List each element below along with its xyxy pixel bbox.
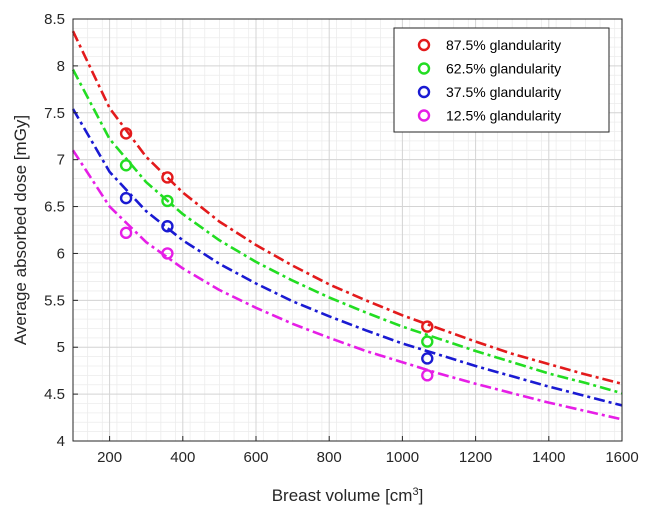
legend: 87.5% glandularity 62.5% glandularity 37.5… xyxy=(393,27,610,133)
data-point-marker xyxy=(421,320,434,333)
x-tick-label: 400 xyxy=(170,449,195,466)
data-point-marker xyxy=(161,194,174,208)
legend-marker xyxy=(417,38,431,52)
y-tick-label: 6.5 xyxy=(44,199,65,216)
x-tick-label: 1400 xyxy=(532,449,565,466)
x-tick-label: 1000 xyxy=(386,449,419,466)
x-tick-label: 200 xyxy=(97,449,122,466)
legend-label: 12.5% glandularity xyxy=(446,108,561,124)
y-tick-label: 5.5 xyxy=(44,292,65,309)
y-axis-label: Average absorbed dose [mGy] xyxy=(11,115,30,345)
y-tick-label: 6 xyxy=(57,245,65,262)
y-tick-label: 8 xyxy=(57,58,65,75)
data-point-marker xyxy=(421,352,434,365)
data-point-marker xyxy=(119,191,133,205)
y-tick-label: 5 xyxy=(57,339,65,356)
y-tick-label: 7.5 xyxy=(44,105,65,122)
data-markers xyxy=(119,127,434,382)
y-tick-label: 4.5 xyxy=(44,386,65,403)
legend-marker xyxy=(417,85,431,99)
minor-gridlines xyxy=(72,18,622,442)
fit-curve-line xyxy=(71,108,623,407)
data-point-marker xyxy=(161,220,174,233)
legend-label: 37.5% glandularity xyxy=(446,84,561,100)
x-tick-label: 1600 xyxy=(605,449,638,466)
x-tick-label: 600 xyxy=(243,449,268,466)
x-axis-label-superscript: 3 xyxy=(412,486,418,498)
data-point-marker xyxy=(119,159,133,172)
y-tick-label: 8.5 xyxy=(44,11,65,28)
fit-curve-line xyxy=(71,149,623,421)
legend-marker xyxy=(417,62,431,75)
y-tick-label: 7 xyxy=(57,152,65,169)
x-tick-label: 1200 xyxy=(459,449,492,466)
data-point-marker xyxy=(161,171,174,184)
data-point-marker xyxy=(161,247,174,260)
y-axis-ticks: 4 4.5 5 5.5 6 6.5 7 7.5 8 8.5 xyxy=(44,11,78,450)
x-axis-label: Breast volume [cm3] xyxy=(272,486,424,505)
legend-label: 62.5% glandularity xyxy=(446,61,561,77)
y-tick-label: 4 xyxy=(57,433,65,450)
x-axis-ticks: 200 400 600 800 1000 1200 1400 1600 xyxy=(97,436,639,466)
data-point-marker xyxy=(421,369,434,382)
legend-label: 87.5% glandularity xyxy=(446,37,561,53)
data-point-marker xyxy=(119,226,133,240)
legend-marker xyxy=(417,109,431,122)
plot-frame xyxy=(72,18,623,442)
x-axis-label-suffix: ] xyxy=(419,486,424,505)
data-point-marker xyxy=(119,127,133,140)
x-tick-label: 800 xyxy=(317,449,342,466)
x-axis-label-main: Breast volume [cm xyxy=(272,486,413,505)
data-point-marker xyxy=(421,335,434,348)
